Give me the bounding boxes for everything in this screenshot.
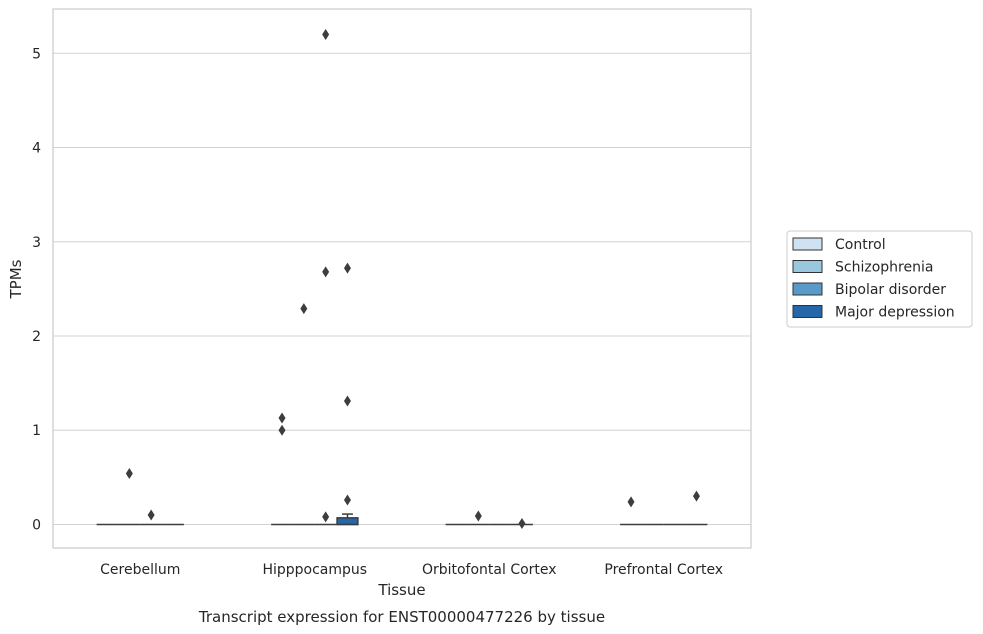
chart-caption: Transcript expression for ENST0000047722… [198,608,605,626]
box-body [336,517,359,526]
outlier-point [300,303,308,315]
box-major-depression [336,262,359,526]
box-control [620,496,642,526]
plot-frame [52,8,752,549]
legend: Control Schizophrenia Bipolar disorder Majo… [786,230,973,328]
legend-label: Bipolar disorder [835,282,946,298]
y-tick-label: 4 [32,141,41,157]
outlier-point [343,395,351,407]
box-major-depression [511,518,533,529]
y-tick-label: 5 [32,46,41,62]
legend-swatch [792,282,823,296]
x-tick-label: Orbitofontal Cortex [422,562,557,578]
legend-swatch [792,237,823,251]
outlier-point [343,262,351,274]
outlier-point [518,518,526,529]
y-tick-label: 1 [32,423,41,439]
y-tick-label: 3 [32,235,41,251]
outlier-point [278,412,286,424]
outlier-point [627,496,635,508]
y-axis-title: TPMs [7,259,25,299]
x-tick-label: Hipppocampus [262,562,367,578]
outlier-point [692,490,700,502]
legend-label: Control [835,237,886,253]
x-tick-labels: Cerebellum Hipppocampus Orbitofontal Corte… [100,562,723,578]
legend-swatch [792,260,823,273]
y-tick-label: 0 [32,517,41,533]
box-major-depression [685,490,708,526]
x-tick-label: Prefrontal Cortex [604,562,723,578]
box-bipolar-disorder [140,509,163,526]
outlier-point [125,468,133,480]
outlier-point [343,494,351,506]
box-series-layer [96,28,708,529]
outlier-point [147,509,155,521]
y-tick-label: 2 [32,329,41,345]
x-tick-label: Cerebellum [100,562,180,578]
box-bipolar-disorder [314,28,337,526]
legend-frame [786,230,973,328]
y-tick-labels: 0 1 2 3 4 5 [32,46,41,533]
legend-label: Major depression [835,305,955,321]
box-schizophrenia [292,303,315,526]
outlier-point [322,266,330,278]
legend-swatch [792,305,823,318]
plot-background [53,9,751,548]
outlier-point [474,510,482,522]
outlier-point [322,28,330,40]
outlier-point [278,424,286,436]
box-schizophrenia [118,468,141,526]
x-axis-title: Tissue [377,581,425,599]
box-control [271,412,293,526]
outlier-point [322,511,330,523]
legend-label: Schizophrenia [835,260,933,276]
box-schizophrenia [467,510,490,526]
